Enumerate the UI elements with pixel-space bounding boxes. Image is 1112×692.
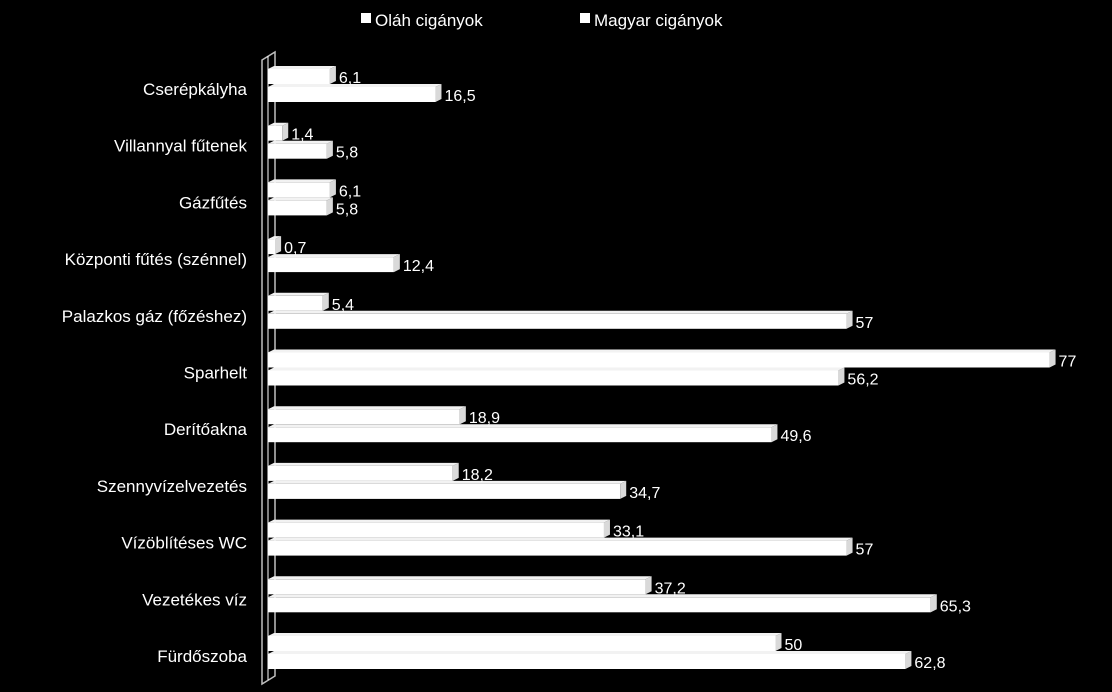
bar-magyar bbox=[268, 424, 778, 443]
category-label: Fürdőszoba bbox=[157, 647, 247, 666]
category-label: Palazkos gáz (főzéshez) bbox=[62, 307, 247, 326]
value-label-olah: 18,9 bbox=[469, 410, 500, 427]
value-label-olah: 5,4 bbox=[332, 297, 354, 314]
bars bbox=[268, 66, 1056, 669]
value-label-magyar: 49,6 bbox=[780, 428, 811, 445]
bar-olah bbox=[268, 122, 289, 141]
bar-olah bbox=[268, 406, 466, 425]
bar-olah bbox=[268, 462, 459, 481]
category-label: Központi fűtés (szénnel) bbox=[65, 250, 247, 269]
bar-olah bbox=[268, 576, 652, 595]
category-label: Szennyvízelvezetés bbox=[97, 477, 247, 496]
value-label-olah: 1,4 bbox=[291, 127, 313, 144]
category-label: Vízöblítéses WC bbox=[121, 534, 247, 553]
value-label-olah: 77 bbox=[1059, 354, 1077, 371]
value-label-magyar: 5,8 bbox=[336, 145, 358, 162]
category-label: Cserépkályha bbox=[143, 80, 247, 99]
bar-magyar bbox=[268, 480, 627, 499]
bar-magyar bbox=[268, 651, 912, 669]
bar-magyar bbox=[268, 594, 937, 613]
value-labels: 6,116,51,45,86,15,80,712,45,4577756,218,… bbox=[284, 70, 1076, 672]
bar-magyar bbox=[268, 310, 853, 329]
value-label-magyar: 65,3 bbox=[940, 598, 971, 615]
value-label-olah: 0,7 bbox=[284, 240, 306, 257]
value-label-olah: 37,2 bbox=[655, 580, 686, 597]
value-label-magyar: 12,4 bbox=[403, 258, 434, 275]
legend-swatch-olah bbox=[361, 13, 371, 23]
legend-label-olah: Oláh cigányok bbox=[375, 11, 483, 30]
bar-olah bbox=[268, 633, 782, 651]
bar-magyar bbox=[268, 84, 442, 102]
bar-magyar bbox=[268, 140, 333, 159]
bar-olah bbox=[268, 519, 610, 538]
value-label-olah: 50 bbox=[785, 637, 803, 654]
bar-magyar bbox=[268, 367, 845, 386]
value-label-olah: 18,2 bbox=[462, 467, 493, 484]
value-label-magyar: 16,5 bbox=[444, 88, 475, 105]
category-label: Vezetékes víz bbox=[142, 590, 247, 609]
category-label: Gázfűtés bbox=[179, 193, 247, 212]
bar-olah bbox=[268, 349, 1056, 368]
bar-olah bbox=[268, 292, 329, 311]
value-label-magyar: 62,8 bbox=[914, 655, 945, 672]
value-label-olah: 6,1 bbox=[339, 70, 361, 87]
category-label: Villannyal fűtenek bbox=[114, 137, 247, 156]
value-label-olah: 6,1 bbox=[339, 183, 361, 200]
category-label: Derítőakna bbox=[164, 420, 248, 439]
value-label-magyar: 57 bbox=[856, 315, 874, 332]
bar-olah bbox=[268, 236, 282, 255]
legend-swatch-magyar bbox=[580, 13, 590, 23]
bar-olah bbox=[268, 179, 336, 198]
bar-magyar bbox=[268, 197, 333, 216]
legend: Oláh cigányok Magyar cigányok bbox=[361, 11, 723, 30]
legend-label-magyar: Magyar cigányok bbox=[594, 11, 723, 30]
bar-olah bbox=[268, 66, 336, 84]
category-labels: Cserépkályha Villannyal fűtenek Gázfűtés Kö… bbox=[62, 80, 248, 666]
value-label-magyar: 5,8 bbox=[336, 201, 358, 218]
value-label-magyar: 56,2 bbox=[847, 372, 878, 389]
bar-magyar bbox=[268, 254, 400, 273]
value-label-olah: 33,1 bbox=[613, 524, 644, 541]
value-label-magyar: 34,7 bbox=[629, 485, 660, 502]
value-label-magyar: 57 bbox=[856, 542, 874, 559]
bar-magyar bbox=[268, 537, 853, 556]
category-label: Sparhelt bbox=[184, 364, 248, 383]
